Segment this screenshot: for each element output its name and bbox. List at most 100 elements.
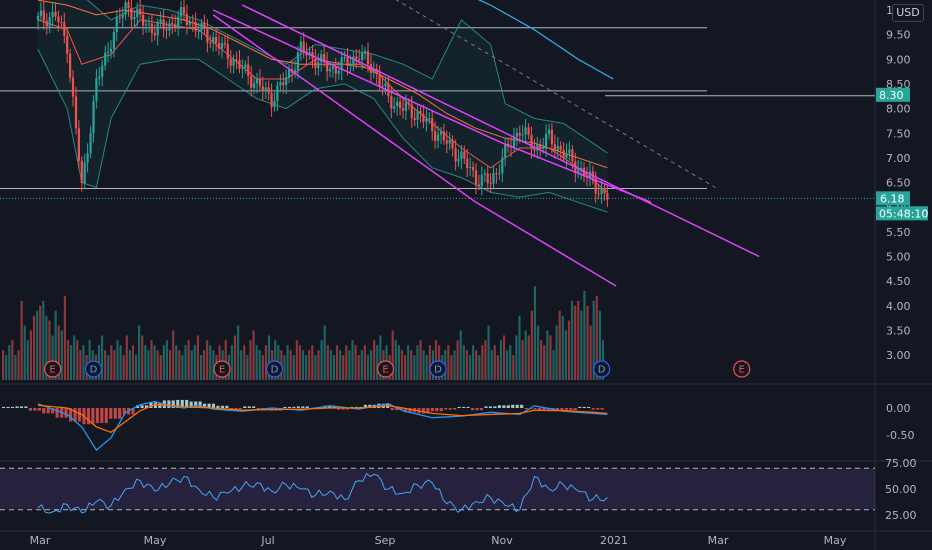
event-marker-label: E	[382, 365, 388, 376]
volume-bar	[57, 325, 60, 380]
currency-label[interactable]: USD	[892, 4, 924, 22]
candle-body	[545, 133, 548, 147]
price-tick-label: 9.00	[886, 53, 911, 66]
volume-bar	[165, 340, 169, 380]
candle-body	[51, 11, 54, 18]
candle-body	[436, 134, 440, 141]
macd-histogram-bar	[520, 404, 524, 408]
macd-histogram-bar	[466, 406, 470, 408]
macd-histogram-bar	[216, 405, 220, 408]
volume-bar	[230, 345, 233, 380]
volume-bar	[305, 355, 308, 380]
candle-body	[182, 7, 186, 14]
candle-body	[553, 144, 556, 151]
candle-body	[530, 134, 533, 149]
macd-histogram-bar	[238, 408, 242, 410]
candle-body	[165, 29, 168, 31]
volume-bar	[320, 340, 323, 380]
candle-body	[369, 64, 372, 73]
candle-body	[63, 22, 66, 36]
volume-bar	[552, 350, 555, 380]
candle-body	[144, 24, 148, 26]
event-marker-label: E	[219, 365, 225, 376]
volume-bar	[73, 335, 76, 380]
macd-histogram-bar	[95, 408, 99, 424]
time-tick-label: May	[144, 534, 167, 547]
macd-histogram-bar	[10, 406, 15, 408]
candle-body	[162, 19, 165, 30]
volume-bar	[110, 345, 113, 380]
candle-body	[413, 117, 416, 120]
candle-body	[361, 52, 364, 61]
volume-bar	[450, 355, 453, 380]
long-moving-average-line	[477, 0, 614, 80]
volume-bar	[107, 355, 110, 380]
volume-bar	[518, 315, 521, 380]
candle-body	[109, 48, 113, 52]
volume-bar	[530, 310, 533, 380]
candle-body	[495, 173, 498, 175]
candle-body	[352, 56, 355, 64]
macd-histogram-bar	[203, 403, 207, 408]
volume-bar	[323, 325, 326, 380]
volume-bar	[138, 325, 141, 380]
macd-histogram-bar	[109, 408, 113, 419]
candle-body	[174, 24, 177, 28]
volume-bar	[246, 355, 249, 380]
volume-bar	[515, 335, 518, 380]
candle-body	[139, 8, 142, 15]
candle-body	[282, 82, 285, 85]
volume-bar	[425, 355, 428, 380]
candle-body	[270, 93, 273, 108]
candle-body	[422, 114, 425, 122]
macd-histogram-bar	[341, 408, 345, 410]
price-tick-label: 7.50	[886, 127, 911, 140]
volume-bar	[506, 350, 509, 380]
candle-body	[606, 193, 609, 200]
volume-bar	[141, 335, 144, 380]
candle-body	[518, 132, 521, 136]
candle-body	[597, 193, 600, 195]
volume-bar	[147, 350, 150, 380]
macd-histogram-bar	[328, 405, 332, 408]
price-tick-label: 8.50	[886, 78, 911, 91]
candle-body	[127, 2, 130, 8]
volume-bar	[181, 355, 184, 380]
candle-body	[349, 63, 352, 66]
macd-histogram-bar	[363, 404, 367, 408]
candle-body	[98, 76, 101, 79]
price-tick-label: 8.00	[886, 103, 911, 116]
candle-body	[334, 66, 337, 74]
volume-bar	[379, 335, 382, 380]
candle-body	[142, 14, 145, 26]
macd-histogram-bar	[600, 408, 604, 410]
volume-bar	[82, 345, 85, 380]
candle-body	[401, 108, 405, 111]
macd-histogram-bar	[42, 408, 46, 414]
volume-bar	[462, 345, 465, 380]
candle-body	[133, 17, 136, 20]
dividend-marker	[84, 360, 103, 378]
macd-histogram-bar	[171, 400, 175, 408]
volume-bar	[549, 335, 552, 380]
candle-body	[74, 96, 78, 129]
volume-bar	[104, 350, 107, 380]
rsi-pane-background	[0, 463, 875, 530]
candle-body	[77, 128, 80, 161]
candle-body	[285, 77, 288, 85]
candle-body	[136, 8, 139, 18]
candle-body	[565, 153, 568, 158]
volume-bar	[240, 350, 243, 380]
volume-bar	[583, 291, 586, 380]
candle-body	[118, 17, 121, 19]
candle-body	[387, 83, 390, 96]
candle-body	[524, 127, 527, 135]
volume-bar	[311, 345, 314, 380]
volume-bar	[131, 345, 135, 380]
volume-bar	[472, 345, 475, 380]
candle-body	[115, 17, 118, 33]
macd-histogram-bar	[86, 408, 91, 425]
volume-bar	[546, 330, 549, 380]
candle-body	[556, 146, 559, 151]
